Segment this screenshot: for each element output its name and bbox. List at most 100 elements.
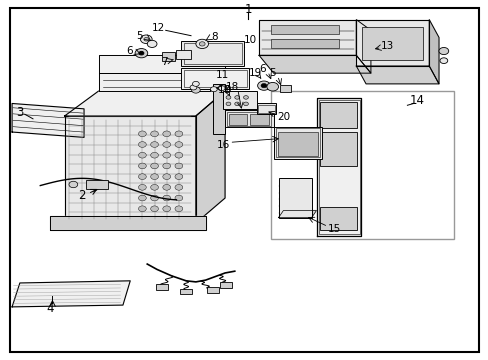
Text: 6: 6	[126, 46, 133, 56]
Bar	[181, 41, 244, 66]
Circle shape	[439, 58, 447, 63]
Bar	[212, 84, 224, 134]
Bar	[320, 102, 356, 129]
Bar	[228, 114, 247, 125]
Circle shape	[163, 131, 170, 137]
Circle shape	[150, 131, 158, 137]
Circle shape	[138, 152, 146, 158]
Bar	[320, 207, 356, 230]
Text: 7: 7	[161, 57, 168, 67]
Polygon shape	[196, 91, 224, 223]
Polygon shape	[317, 98, 361, 235]
Polygon shape	[356, 20, 428, 66]
Bar	[318, 100, 359, 234]
Text: 5: 5	[269, 68, 275, 78]
Bar	[250, 114, 268, 125]
Bar	[183, 43, 242, 64]
Text: 1: 1	[244, 3, 252, 16]
Circle shape	[150, 152, 158, 158]
Bar	[156, 284, 167, 290]
Bar	[320, 132, 356, 166]
Bar	[222, 91, 256, 109]
Circle shape	[163, 184, 170, 190]
Circle shape	[69, 181, 78, 188]
Circle shape	[243, 96, 248, 99]
Circle shape	[150, 206, 158, 212]
Circle shape	[138, 184, 146, 190]
Polygon shape	[12, 103, 84, 138]
Circle shape	[191, 87, 200, 93]
Text: 20: 20	[276, 112, 289, 122]
Text: 14: 14	[409, 94, 424, 108]
Bar	[224, 110, 273, 127]
Text: 3: 3	[16, 106, 23, 119]
Circle shape	[196, 39, 208, 49]
Bar	[273, 127, 322, 159]
Circle shape	[163, 174, 170, 180]
Circle shape	[138, 195, 146, 201]
Polygon shape	[259, 55, 370, 73]
Bar	[256, 103, 276, 114]
Polygon shape	[356, 20, 370, 73]
Circle shape	[175, 163, 183, 169]
Circle shape	[175, 206, 183, 212]
Circle shape	[175, 152, 183, 158]
Text: 4: 4	[46, 302, 54, 315]
Text: 2: 2	[78, 189, 86, 202]
Polygon shape	[12, 281, 130, 307]
Circle shape	[138, 206, 146, 212]
Circle shape	[163, 142, 170, 147]
Circle shape	[175, 174, 183, 180]
Circle shape	[139, 51, 143, 55]
Bar	[362, 27, 422, 60]
Circle shape	[150, 195, 158, 201]
Circle shape	[234, 96, 239, 99]
Circle shape	[140, 35, 152, 44]
Polygon shape	[99, 73, 210, 91]
Circle shape	[199, 42, 204, 46]
Bar	[277, 132, 317, 156]
Circle shape	[190, 85, 197, 90]
Text: 11: 11	[216, 70, 229, 80]
Circle shape	[175, 184, 183, 190]
Bar	[220, 282, 231, 288]
Text: 18: 18	[226, 82, 239, 92]
Text: 6: 6	[259, 64, 266, 74]
Polygon shape	[50, 216, 205, 230]
Bar	[280, 85, 290, 92]
Circle shape	[138, 163, 146, 169]
Circle shape	[163, 152, 170, 158]
Polygon shape	[356, 66, 438, 84]
Circle shape	[218, 86, 224, 91]
Circle shape	[243, 102, 248, 105]
Text: 16: 16	[216, 140, 229, 149]
Circle shape	[163, 163, 170, 169]
Circle shape	[150, 163, 158, 169]
Bar	[278, 179, 311, 218]
Polygon shape	[278, 211, 316, 218]
Circle shape	[175, 142, 183, 147]
Circle shape	[266, 82, 278, 91]
Text: 17: 17	[217, 85, 230, 95]
Text: 15: 15	[326, 224, 340, 234]
Polygon shape	[64, 116, 196, 223]
Polygon shape	[428, 20, 438, 84]
Bar	[275, 128, 320, 157]
Circle shape	[225, 96, 230, 99]
Bar	[271, 91, 453, 239]
Polygon shape	[64, 91, 224, 116]
Text: 12: 12	[151, 23, 165, 33]
Text: 5: 5	[136, 31, 143, 41]
Circle shape	[135, 49, 147, 58]
Bar	[227, 112, 271, 126]
Circle shape	[150, 174, 158, 180]
Circle shape	[138, 142, 146, 147]
Circle shape	[225, 102, 230, 105]
Circle shape	[138, 131, 146, 137]
Circle shape	[438, 48, 448, 55]
Circle shape	[210, 87, 217, 92]
Circle shape	[234, 102, 239, 105]
Circle shape	[175, 195, 183, 201]
Bar	[271, 25, 339, 34]
Bar	[162, 52, 175, 61]
